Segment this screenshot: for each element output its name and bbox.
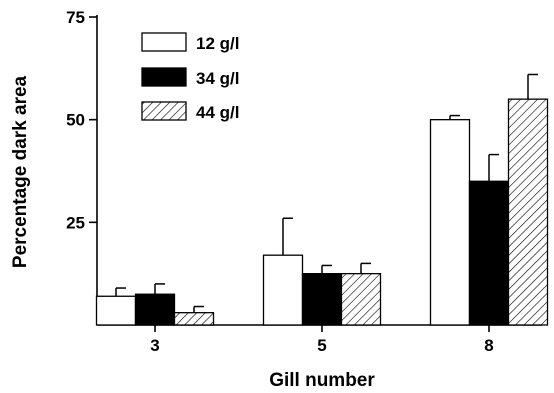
legend: 12 g/l 34 g/l 44 g/l: [141, 32, 239, 122]
legend-label: 12 g/l: [196, 34, 239, 53]
y-tick-label: 25: [66, 213, 85, 232]
x-tick-label: 5: [317, 336, 326, 355]
bar: [340, 273, 382, 326]
legend-swatch: [141, 101, 187, 121]
legend-swatch: [141, 67, 187, 87]
bar: [507, 98, 549, 326]
x-tick-label: 3: [150, 336, 159, 355]
bar: [173, 312, 215, 326]
legend-label: 44 g/l: [196, 103, 239, 122]
bar: [301, 273, 343, 326]
bar: [95, 295, 137, 326]
x-axis-title: Gill number: [269, 370, 375, 391]
legend-label: 34 g/l: [196, 69, 239, 88]
y-tick-label: 75: [66, 8, 85, 27]
bar: [262, 254, 304, 326]
bar: [134, 293, 176, 326]
x-tick-label: 8: [484, 336, 493, 355]
bars-group: [95, 73, 549, 326]
y-tick-label: 50: [66, 111, 85, 130]
bar: [429, 119, 471, 326]
legend-swatch: [141, 32, 187, 52]
y-axis-title: Percentage dark area: [10, 75, 31, 268]
bar: [468, 180, 510, 326]
